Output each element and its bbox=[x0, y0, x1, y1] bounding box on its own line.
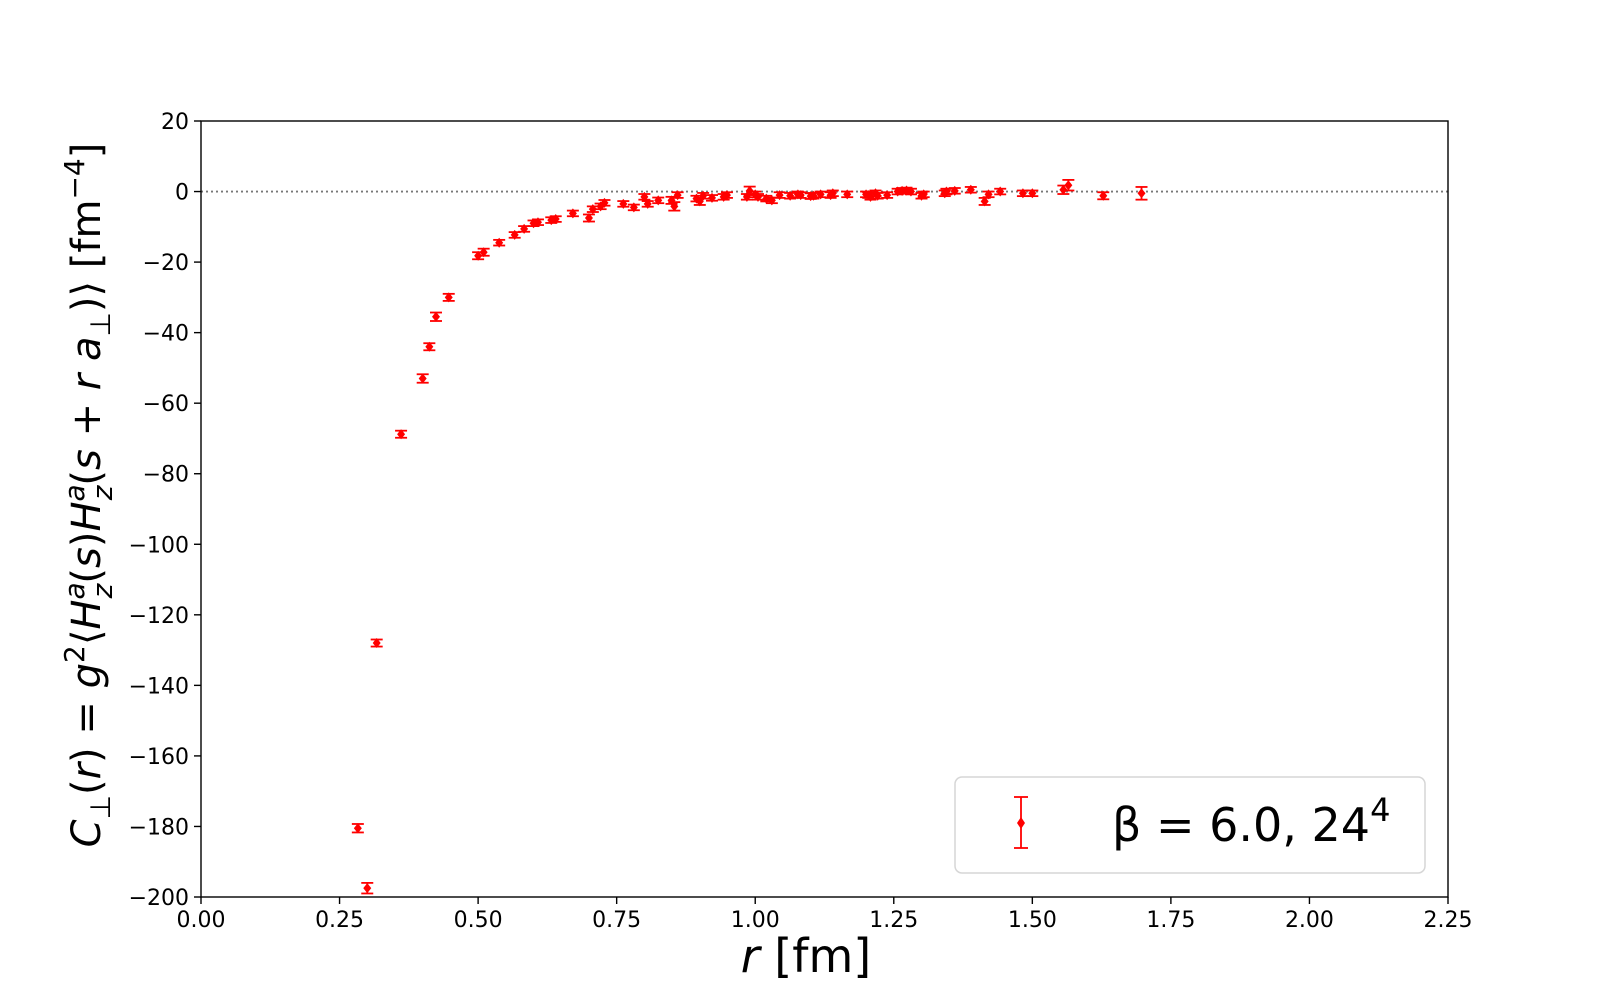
y-tick-label: −40 bbox=[143, 322, 189, 347]
y-tick-label: −180 bbox=[129, 815, 189, 840]
x-tick-label: 1.50 bbox=[1008, 908, 1057, 933]
legend-label: β = 6.0, 244 bbox=[1112, 791, 1390, 852]
x-tick-label: 1.75 bbox=[1146, 908, 1195, 933]
y-tick-label: −140 bbox=[129, 674, 189, 699]
x-tick-label: 1.25 bbox=[869, 908, 918, 933]
y-tick-label: −160 bbox=[129, 745, 189, 770]
y-tick-label: 20 bbox=[161, 110, 189, 135]
legend: β = 6.0, 244 bbox=[955, 777, 1425, 873]
y-tick-label: 0 bbox=[175, 181, 189, 206]
x-tick-label: 0.50 bbox=[454, 908, 503, 933]
y-tick-label: −120 bbox=[129, 604, 189, 629]
x-tick-label: 2.25 bbox=[1424, 908, 1473, 933]
y-tick-label: −200 bbox=[129, 886, 189, 911]
x-axis-title: r [fm] bbox=[741, 929, 871, 983]
y-tick-label: −60 bbox=[143, 392, 189, 417]
x-tick-label: 0.00 bbox=[177, 908, 226, 933]
y-axis-title: C⊥(r) = g2⟨Haz(s)Haz(s + r a⊥)⟩ [fm−4] bbox=[58, 143, 119, 848]
y-tick-label: −80 bbox=[143, 463, 189, 488]
y-tick-label: −20 bbox=[143, 251, 189, 276]
x-tick-label: 0.25 bbox=[315, 908, 364, 933]
x-tick-label: 2.00 bbox=[1285, 908, 1334, 933]
x-tick-label: 0.75 bbox=[592, 908, 641, 933]
y-tick-label: −100 bbox=[129, 533, 189, 558]
